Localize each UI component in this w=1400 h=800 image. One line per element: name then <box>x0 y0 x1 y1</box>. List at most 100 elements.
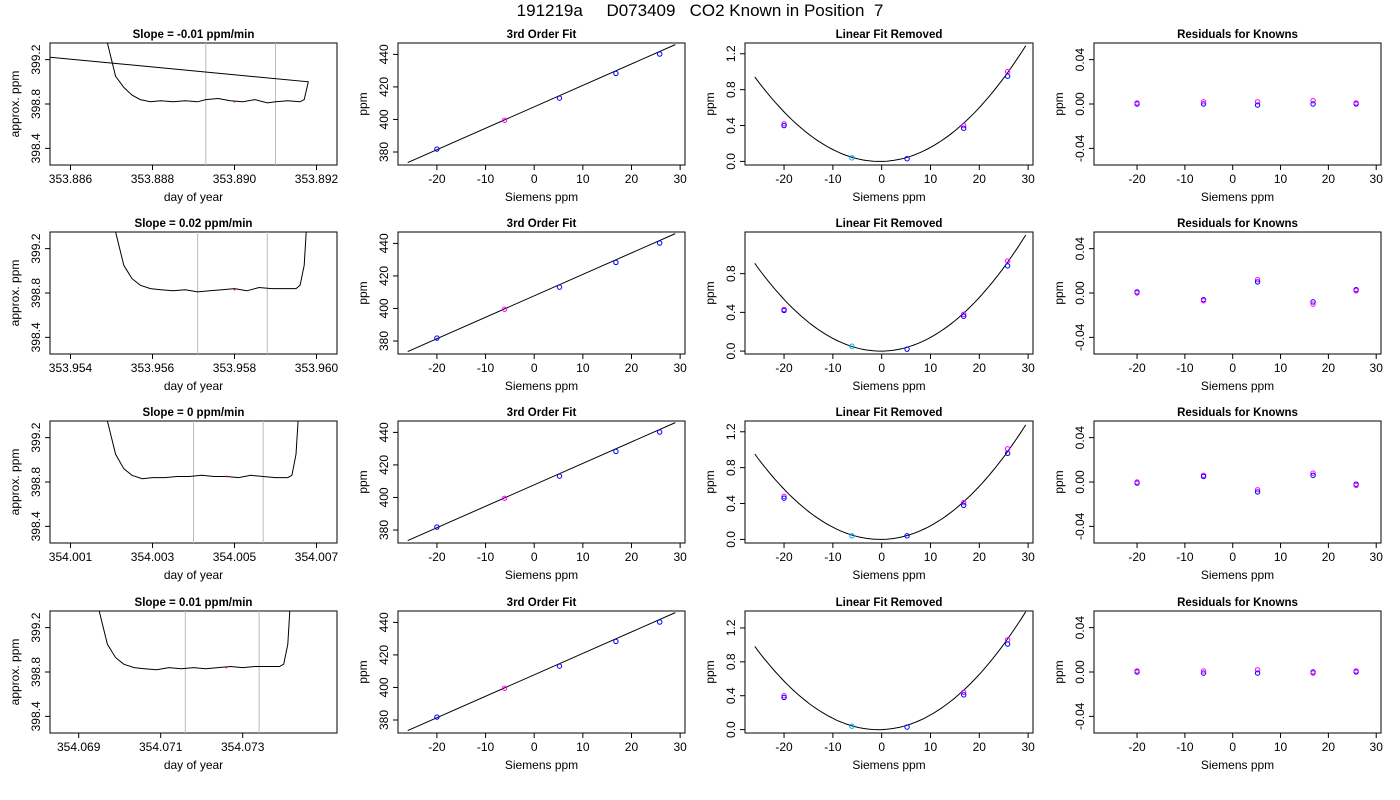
x-tick-label: -20 <box>1128 740 1146 754</box>
data-point <box>1353 482 1359 489</box>
data-point <box>1004 450 1011 456</box>
x-tick-label: 353.956 <box>131 361 175 375</box>
x-axis-label: day of year <box>164 568 223 582</box>
panel-12: Residuals for Knowns -20 -10 0 10 20 30 Siemens… <box>1052 407 1383 582</box>
y-axis-label: approx. ppm <box>8 639 22 706</box>
panel-11: Linear Fit Removed -20 -10 0 10 20 30 Siemens p… <box>703 407 1035 582</box>
x-tick-label: -20 <box>775 740 793 754</box>
panel-title: Linear Fit Removed <box>836 597 943 609</box>
data-point <box>613 448 619 455</box>
y-tick-label: 0.00 <box>1073 281 1087 305</box>
x-tick-label: 0 <box>1229 740 1236 754</box>
x-tick-label: 10 <box>924 172 938 186</box>
x-tick-label: 20 <box>1322 550 1336 564</box>
y-axis-label: ppm <box>703 660 717 683</box>
data-point <box>960 692 967 698</box>
x-tick-label: -10 <box>824 172 842 186</box>
x-tick-label: 30 <box>1021 550 1035 564</box>
panel-title: Slope = 0.01 ppm/min <box>135 597 253 609</box>
x-tick-label: 20 <box>973 361 987 375</box>
y-tick-label: 420 <box>377 266 391 286</box>
plot-frame <box>49 231 338 355</box>
plot-frame <box>1093 42 1382 166</box>
x-tick-label: 20 <box>625 172 639 186</box>
x-axis-label: Siemens ppm <box>505 568 578 582</box>
x-tick-label: 30 <box>1021 172 1035 186</box>
x-tick-label: 30 <box>673 550 687 564</box>
y-axis-label: ppm <box>356 281 370 304</box>
x-tick-label: -10 <box>1176 740 1194 754</box>
y-tick-label: 380 <box>377 520 391 540</box>
data-point <box>904 724 910 730</box>
data-point <box>657 619 663 625</box>
data-point <box>849 723 855 729</box>
x-tick-label: 0 <box>531 361 538 375</box>
x-tick-label: 0 <box>878 550 885 564</box>
y-axis-label: ppm <box>1052 660 1066 683</box>
y-tick-label: 380 <box>377 710 391 730</box>
y-tick-label: -0.04 <box>1073 134 1087 162</box>
data-point <box>434 714 440 720</box>
y-tick-label: 1.2 <box>724 423 738 440</box>
panel-1: Slope = -0.01 ppm/min 353.886 353.888 353.8… <box>8 29 339 204</box>
series-line <box>106 421 299 480</box>
x-tick-label: 10 <box>576 550 590 564</box>
data-point <box>1310 97 1316 104</box>
x-tick-label: 0 <box>1229 172 1236 186</box>
data-point <box>556 284 563 290</box>
x-axis-label: Siemens ppm <box>852 190 925 204</box>
panel-title: Residuals for Knowns <box>1177 29 1298 41</box>
plot-frame <box>397 231 686 355</box>
data-point <box>613 259 619 266</box>
data-point <box>904 346 910 352</box>
plot-area <box>98 611 291 733</box>
y-tick-label: 0.04 <box>1073 237 1087 261</box>
y-tick-label: 0.4 <box>724 117 738 134</box>
data-point <box>613 638 619 645</box>
x-tick-label: 354.003 <box>131 550 175 564</box>
plot-frame <box>1093 610 1382 734</box>
series-line <box>50 43 309 104</box>
x-tick-label: -20 <box>428 740 446 754</box>
plot-area <box>407 612 676 732</box>
panel-3: Linear Fit Removed -20 -10 0 10 20 30 Siemens p… <box>703 29 1035 204</box>
y-tick-label: -0.04 <box>1073 512 1087 540</box>
panel-title: Linear Fit Removed <box>836 407 943 419</box>
panel-6: 3rd Order Fit -20 -10 0 10 20 30 Siemens ppm 380… <box>356 218 687 393</box>
plot-area <box>1134 97 1359 108</box>
x-tick-label: 30 <box>1370 740 1384 754</box>
data-point <box>1310 101 1316 107</box>
data-point <box>1310 670 1316 676</box>
x-tick-label: 30 <box>1021 361 1035 375</box>
data-point <box>1254 99 1261 105</box>
fit-curve <box>754 45 1027 162</box>
x-tick-label: -10 <box>1176 361 1194 375</box>
x-axis-label: day of year <box>164 758 223 772</box>
x-tick-label: 353.888 <box>131 172 175 186</box>
x-tick-label: 30 <box>673 172 687 186</box>
y-tick-label: 380 <box>377 331 391 351</box>
data-point <box>1254 487 1261 493</box>
y-tick-label: 1.2 <box>724 619 738 636</box>
y-tick-label: 0.0 <box>724 531 738 548</box>
data-point <box>556 95 563 101</box>
plot-area <box>50 43 309 165</box>
x-tick-label: -20 <box>775 550 793 564</box>
data-point <box>960 499 967 506</box>
x-axis-label: Siemens ppm <box>505 758 578 772</box>
data-point <box>556 663 563 669</box>
x-tick-label: -10 <box>824 550 842 564</box>
plot-frame <box>397 42 686 166</box>
x-tick-label: 20 <box>973 172 987 186</box>
data-point <box>1134 668 1140 674</box>
data-point <box>960 313 967 319</box>
x-tick-label: 353.886 <box>49 172 93 186</box>
y-tick-label: 399.2 <box>29 44 43 74</box>
plot-area <box>1134 470 1359 495</box>
y-tick-label: 398.4 <box>29 322 43 352</box>
x-tick-label: 10 <box>576 172 590 186</box>
y-tick-label: 440 <box>377 612 391 632</box>
data-point <box>434 524 440 530</box>
data-point <box>849 155 855 161</box>
